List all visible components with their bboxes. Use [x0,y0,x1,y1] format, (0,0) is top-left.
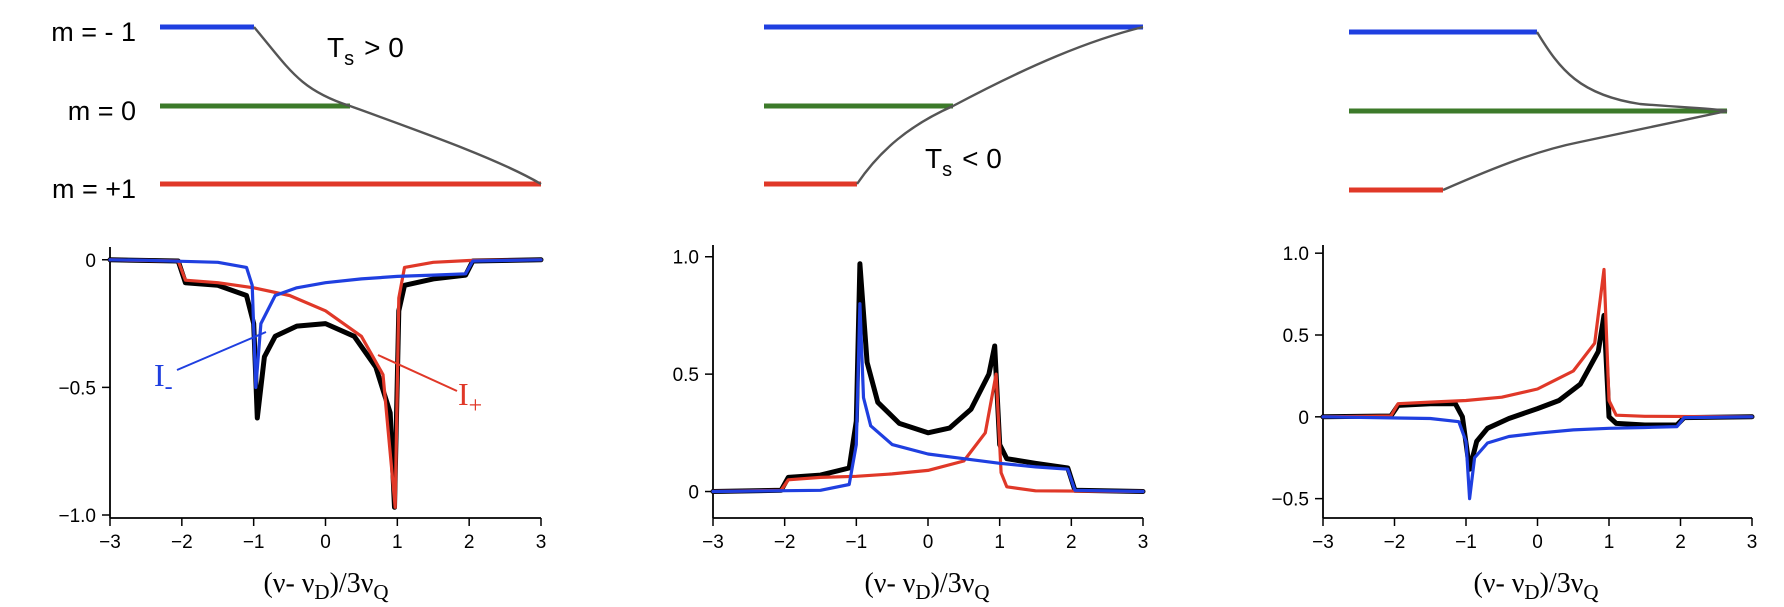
series-line-red [108,258,543,509]
series-line-blue [1321,415,1754,501]
y-tick-label: 0 [85,251,96,272]
x-tick-label: −1 [1455,532,1477,553]
x-tick-label: 0 [320,532,331,553]
series-line-red [711,372,1145,494]
y-tick-label: 0 [1298,408,1309,429]
series-line-blue [711,302,1145,494]
level-diagram-left: m = - 1 m = 0 m = +1 Ts > 0 [51,17,542,204]
y-tick-label: −0.5 [58,378,96,399]
x-tick-label: 2 [1675,532,1686,553]
y-tick-label: 0.5 [1283,326,1309,347]
temperature-label-negative: Ts < 0 [925,143,1002,181]
x-tick-label: 3 [1747,532,1758,553]
level-diagram-middle: Ts < 0 [764,24,1144,187]
plot-panel-right: −3 −2 −1 0 1 2 3 −0.5 0 0.5 1.0 [1271,244,1757,553]
x-tick-label: 3 [1138,532,1149,553]
x-tick-label: 2 [1066,532,1077,553]
level-label-m-plus1: m = +1 [52,174,136,204]
y-tick-label: 0.5 [673,365,699,386]
temperature-label-positive: Ts > 0 [327,32,404,70]
level-label-m-minus1: m = - 1 [51,17,136,47]
y-tick-label: −1.0 [58,506,96,527]
x-tick-label: 0 [1532,532,1543,553]
series-line-black [710,261,1146,494]
x-axis-label-middle: (ν- νD)/3νQ [864,568,989,604]
x-tick-label: 1 [1604,532,1615,553]
x-tick-label: −1 [845,532,867,553]
x-tick-label: −2 [774,532,796,553]
y-tick-label: 0 [688,483,699,504]
i-minus-label: I- [154,357,173,400]
series-line-black [1320,312,1755,472]
y-tick-label: −0.5 [1271,490,1309,511]
series-line-black [107,257,544,510]
x-axis-label-left: (ν- νD)/3νQ [263,568,388,604]
level-label-m-0: m = 0 [68,96,136,126]
plot-panel-left: −3 −2 −1 0 1 2 3 0 −0.5 −1.0 [58,247,546,553]
x-tick-label: 1 [994,532,1005,553]
curve-annotations: I- I+ [154,331,482,419]
population-curve [856,25,1144,185]
population-curve-upper [1535,31,1728,113]
x-tick-label: 1 [392,532,403,553]
x-tick-label: −2 [171,532,193,553]
population-curve [253,26,542,186]
x-tick-label: −3 [99,532,121,553]
i-minus-leader [176,331,267,371]
i-plus-label: I+ [458,376,482,419]
x-tick-label: 3 [536,532,547,553]
x-tick-label: −2 [1384,532,1406,553]
x-axis-label-right: (ν- νD)/3νQ [1473,568,1598,604]
population-curve-lower [1442,109,1728,192]
plot-panel-middle: −3 −2 −1 0 1 2 3 0 0.5 1.0 [673,245,1149,553]
y-tick-label: 1.0 [1283,244,1309,265]
series-line-red [1321,267,1754,419]
level-diagram-right [1349,29,1728,193]
x-tick-label: −3 [1312,532,1334,553]
x-tick-label: 0 [923,532,934,553]
x-tick-label: 2 [464,532,475,553]
i-plus-leader [377,354,458,392]
y-tick-label: 1.0 [673,248,699,269]
x-tick-label: −3 [702,532,724,553]
series-line-blue [108,258,543,389]
x-tick-label: −1 [243,532,265,553]
